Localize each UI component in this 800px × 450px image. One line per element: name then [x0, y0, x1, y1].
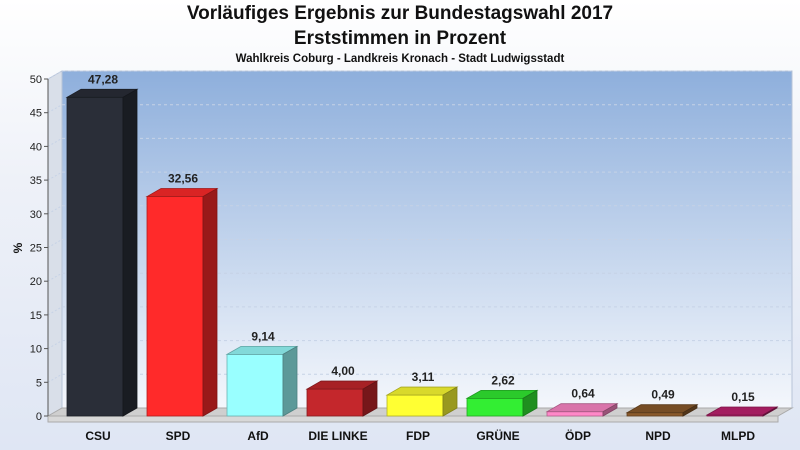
bar-side [122, 88, 138, 417]
bar-side [202, 187, 218, 417]
bar-side [602, 402, 618, 417]
y-tick-label: 0 [36, 411, 42, 423]
bar-value-label: 9,14 [251, 329, 275, 343]
y-tick-label: 35 [30, 175, 42, 187]
y-tick-label: 30 [30, 209, 42, 221]
chart-constituency: Wahlkreis Coburg - Landkreis Kronach - S… [235, 53, 565, 65]
bar-front [626, 412, 684, 417]
bar-csu [65, 88, 139, 417]
gridline-side [47, 340, 63, 350]
bar-value-label: 0,49 [651, 388, 675, 402]
x-tick-label: CSU [85, 429, 110, 443]
gridline-side [47, 70, 63, 80]
bar-front [306, 388, 364, 417]
bar-front [66, 96, 124, 417]
bar-side [282, 345, 298, 417]
bar-side [362, 380, 378, 417]
bar-side [442, 386, 458, 417]
x-tick-label: NPD [645, 429, 671, 443]
bar-mlpd [705, 406, 779, 417]
y-tick-label: 45 [30, 108, 42, 120]
bar-value-label: 47,28 [88, 72, 118, 86]
bar-side [762, 406, 778, 417]
bar-value-label: 3,11 [412, 370, 435, 384]
gridline-side [47, 306, 63, 316]
x-tick-label: GRÜNE [476, 428, 519, 443]
x-tick-label: DIE LINKE [308, 429, 367, 443]
bar-front [546, 411, 604, 417]
y-tick-label: 20 [30, 276, 42, 288]
bar-value-label: 4,00 [331, 364, 355, 378]
bar-side [522, 389, 538, 417]
bar-value-label: 0,64 [571, 387, 595, 401]
gridline-side [47, 272, 63, 282]
bar-value-label: 2,62 [491, 373, 515, 387]
gridline-side [47, 373, 63, 383]
y-tick-label: 50 [30, 74, 42, 86]
bar-value-label: 32,56 [168, 172, 198, 186]
chart-subtitle: Erststimmen in Prozent [293, 28, 507, 49]
bar-grüne [465, 389, 539, 417]
bar-side [682, 404, 698, 417]
bar-afd [225, 345, 299, 417]
bar-npd [625, 404, 699, 417]
x-tick-label: AfD [247, 429, 269, 443]
y-tick-label: 40 [30, 141, 42, 153]
x-tick-label: FDP [406, 429, 430, 443]
y-tick-label: 5 [36, 377, 42, 389]
x-tick-label: SPD [166, 429, 191, 443]
bar-front [466, 397, 524, 417]
bar-front [146, 196, 204, 417]
bar-front [386, 394, 444, 417]
chart-title: Vorläufiges Ergebnis zur Bundestagswahl … [186, 3, 614, 24]
y-tick-label: 10 [30, 344, 42, 356]
x-tick-label: MLPD [721, 429, 755, 443]
bar-fdp [385, 386, 459, 417]
bar-die-linke [305, 380, 379, 417]
x-tick-label: ÖDP [565, 428, 591, 443]
gridline-side [47, 171, 63, 181]
plot-floor-front [47, 415, 779, 423]
y-tick-label: 25 [30, 243, 42, 255]
y-tick-label: 15 [30, 310, 42, 322]
bar-ödp [545, 402, 619, 417]
gridline-side [47, 205, 63, 215]
bar-value-label: 0,15 [731, 390, 755, 404]
gridline-side [47, 137, 63, 147]
gridline-side [47, 239, 63, 248]
gridline-side [47, 104, 63, 114]
y-axis-label: % [11, 242, 25, 253]
bar-front [226, 353, 284, 417]
bar-spd [145, 187, 219, 417]
